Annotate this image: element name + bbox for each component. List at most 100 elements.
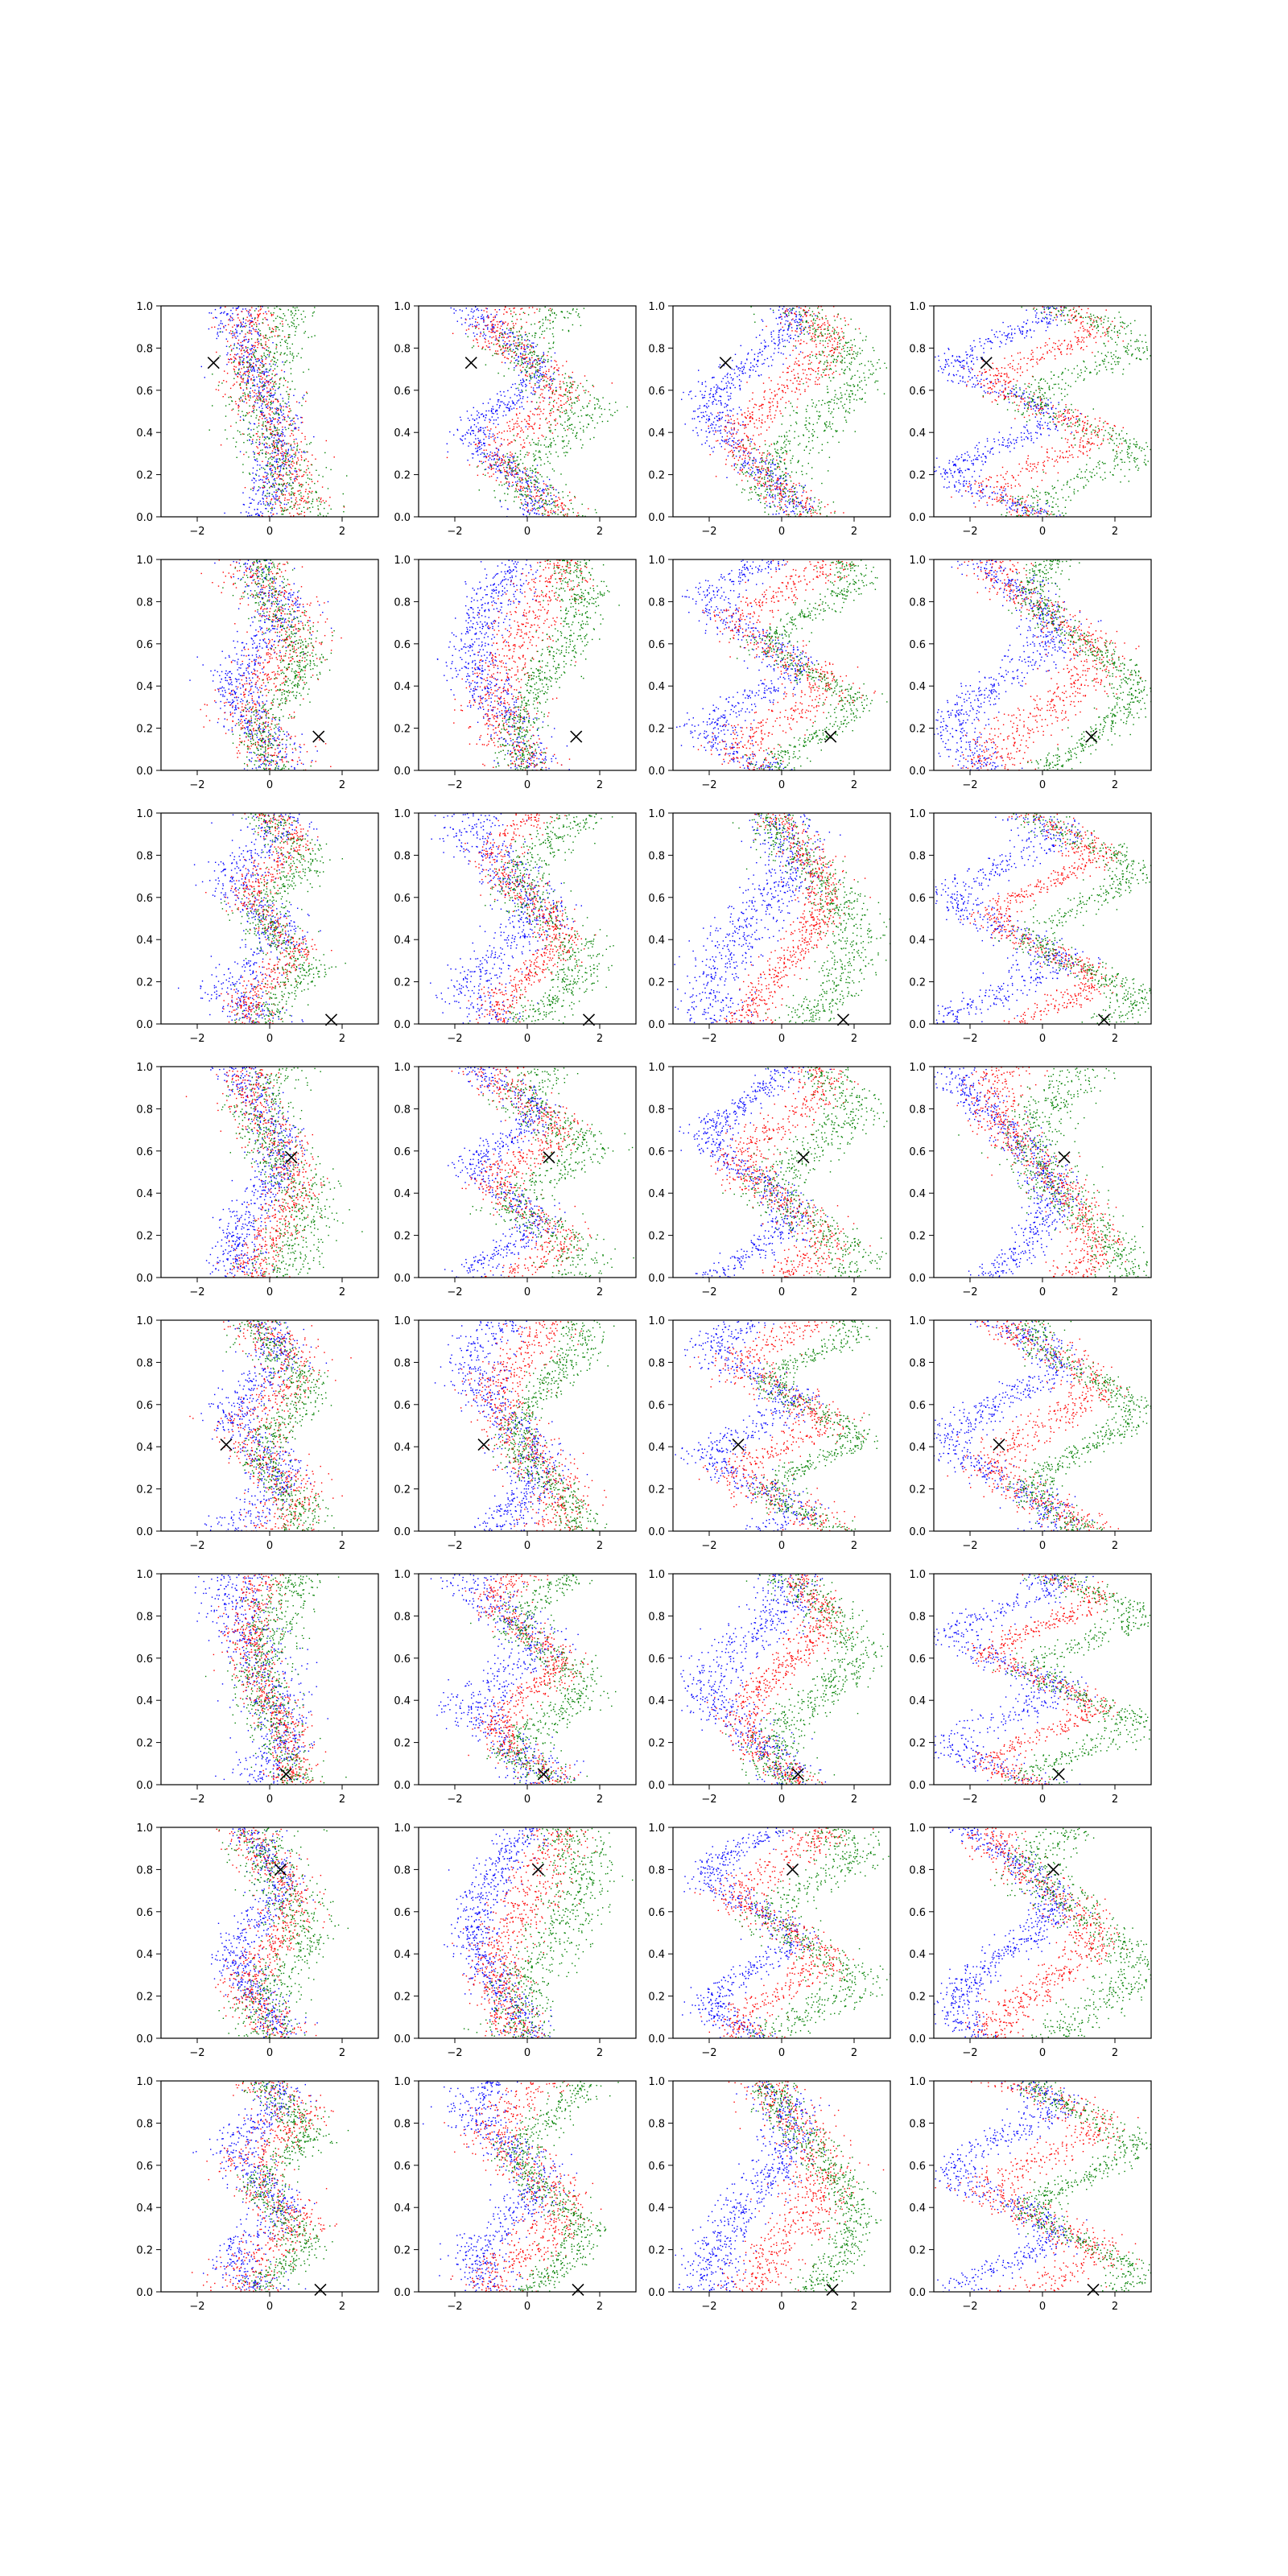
scatter-point [264, 348, 265, 349]
scatter-point [720, 396, 721, 397]
scatter-point [280, 354, 281, 355]
scatter-point [521, 364, 522, 365]
scatter-point [552, 392, 553, 393]
scatter-point [762, 320, 763, 321]
scatter-point [569, 492, 570, 493]
scatter-point [532, 335, 533, 336]
scatter-point [287, 386, 288, 387]
scatter-point [299, 504, 300, 505]
scatter-point [530, 345, 531, 346]
scatter-point [532, 508, 533, 509]
scatter-point [798, 383, 799, 384]
scatter-point [835, 365, 836, 366]
scatter-point [300, 357, 301, 358]
scatter-point [509, 443, 510, 444]
scatter-point [334, 456, 335, 457]
scatter-point [261, 343, 262, 344]
scatter-point [594, 427, 595, 428]
scatter-point [269, 394, 270, 395]
scatter-point [552, 347, 553, 348]
scatter-point [531, 355, 532, 356]
scatter-point [226, 315, 227, 316]
scatter-point [522, 463, 523, 464]
scatter-point [713, 386, 714, 387]
scatter-point [498, 337, 499, 338]
scatter-point [552, 383, 553, 384]
scatter-point [548, 310, 549, 311]
scatter-point [521, 328, 522, 329]
scatter-point [521, 348, 522, 349]
scatter-point [513, 333, 514, 334]
scatter-point [279, 478, 280, 479]
scatter-point [473, 345, 474, 346]
scatter-point [493, 419, 494, 420]
scatter-point [550, 439, 551, 440]
scatter-point [504, 337, 505, 338]
scatter-point [312, 499, 313, 500]
scatter-point [507, 347, 508, 348]
scatter-point [449, 431, 450, 432]
scatter-point [243, 355, 244, 356]
scatter-point [286, 391, 287, 392]
scatter-point [767, 477, 768, 478]
scatter-point [242, 472, 243, 473]
scatter-point [293, 418, 294, 419]
scatter-point [495, 411, 496, 412]
scatter-point [300, 417, 301, 418]
scatter-point [699, 407, 700, 408]
scatter-point [507, 464, 508, 465]
scatter-point [568, 330, 569, 331]
scatter-point [301, 314, 302, 315]
scatter-point [721, 446, 722, 447]
scatter-point [515, 481, 516, 482]
scatter-point [533, 346, 534, 347]
scatter-point [293, 435, 294, 436]
scatter-point [494, 435, 495, 436]
scatter-point [311, 503, 312, 504]
scatter-point [506, 453, 507, 454]
scatter-point [269, 487, 270, 488]
scatter-point [558, 492, 559, 493]
scatter-point [518, 479, 519, 480]
scatter-point [261, 406, 262, 407]
scatter-point [531, 499, 532, 500]
scatter-point [750, 367, 751, 368]
scatter-point [527, 428, 528, 429]
scatter-point [754, 480, 755, 481]
scatter-points [201, 306, 348, 518]
scatter-point [491, 467, 492, 468]
scatter-point [302, 422, 303, 423]
scatter-point [538, 355, 539, 356]
scatter-point [298, 427, 299, 428]
scatter-points [447, 306, 628, 518]
scatter-point [229, 359, 230, 360]
scatter-point [302, 497, 303, 498]
scatter-point [555, 387, 556, 388]
scatter-point [298, 353, 299, 354]
scatter-point [246, 383, 247, 384]
scatter-point [578, 313, 579, 314]
scatter-point [767, 492, 768, 493]
scatter-point [263, 503, 264, 504]
panel-r1-c2: −2 0 20.00.20.40.60.81.0 [394, 301, 636, 538]
scatter-point [497, 353, 498, 354]
scatter-point [525, 504, 526, 505]
scatter-point [224, 370, 225, 371]
scatter-point [746, 359, 747, 360]
scatter-point [302, 397, 303, 398]
scatter-point [534, 351, 535, 352]
scatter-point [765, 421, 766, 422]
scatter-point [251, 371, 252, 372]
scatter-point [566, 445, 567, 446]
scatter-point [507, 405, 508, 406]
scatter-point [325, 501, 326, 502]
scatter-point [303, 471, 304, 472]
scatter-point [530, 503, 531, 504]
scatter-point [258, 386, 259, 387]
scatter-point [521, 360, 522, 361]
scatter-point [272, 386, 273, 387]
scatter-point [283, 385, 284, 386]
scatter-point [554, 312, 555, 313]
scatter-point [304, 436, 305, 437]
